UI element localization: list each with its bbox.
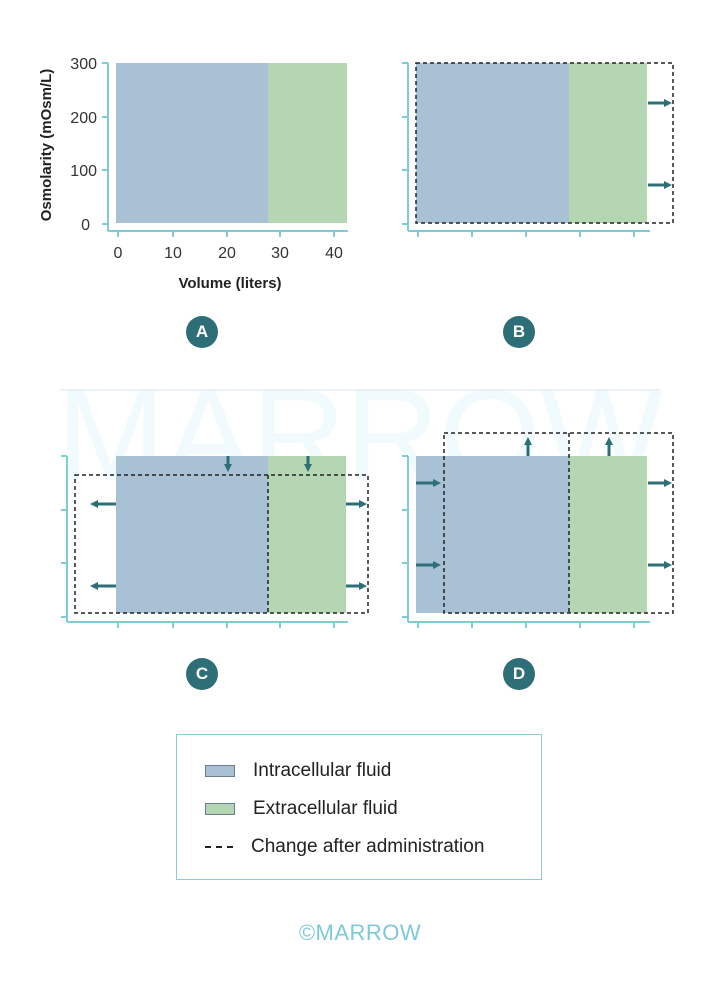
- extracellular-swatch: [205, 803, 235, 815]
- extracellular-block: [569, 456, 647, 613]
- x-tick-label: 30: [271, 245, 289, 262]
- extracellular-block: [569, 63, 647, 223]
- panel-b: [402, 62, 674, 237]
- legend-label-extracellular: Extracellular fluid: [253, 798, 398, 819]
- copyright-logo: ©MARROW: [298, 920, 422, 945]
- intracellular-block: [416, 63, 569, 223]
- legend-label-change: Change after administration: [251, 836, 485, 857]
- legend-item-extracellular: Extracellular fluid: [205, 798, 398, 820]
- x-tick-label: 10: [164, 245, 182, 262]
- y-tick-label: 0: [81, 217, 90, 234]
- legend-label-intracellular: Intracellular fluid: [253, 760, 392, 781]
- extracellular-block: [268, 63, 347, 223]
- panel-label-d: D: [503, 658, 535, 690]
- change-outline: [415, 62, 674, 224]
- intracellular-block: [116, 456, 268, 613]
- intracellular-block: [416, 456, 569, 613]
- extracellular-block: [268, 456, 346, 613]
- y-tick-label: 200: [70, 110, 97, 127]
- legend: Intracellular fluid Extracellular fluid …: [176, 734, 542, 880]
- x-tick-label: 40: [325, 245, 343, 262]
- panel-label-a: A: [186, 316, 218, 348]
- x-tick-label: 0: [114, 245, 123, 262]
- y-tick-label: 300: [70, 56, 97, 73]
- y-tick-label: 100: [70, 163, 97, 180]
- change-outline: [74, 474, 369, 614]
- panel-label-b: B: [503, 316, 535, 348]
- intracellular-swatch: [205, 765, 235, 777]
- legend-item-intracellular: Intracellular fluid: [205, 760, 391, 782]
- panel-c: [61, 455, 369, 628]
- dashed-line-swatch: [205, 846, 233, 848]
- change-outline: [443, 432, 674, 614]
- intracellular-block: [116, 63, 268, 223]
- panel-a: 300 200 100 0 0 10 20 30 40 Osmolarity (…: [38, 56, 348, 292]
- x-tick-label: 20: [218, 245, 236, 262]
- panel-d: [402, 432, 674, 628]
- x-axis-title: Volume (liters): [178, 275, 281, 292]
- panel-label-c: C: [186, 658, 218, 690]
- legend-item-change: Change after administration: [205, 836, 484, 858]
- y-axis-title: Osmolarity (mOsm/L): [38, 69, 55, 222]
